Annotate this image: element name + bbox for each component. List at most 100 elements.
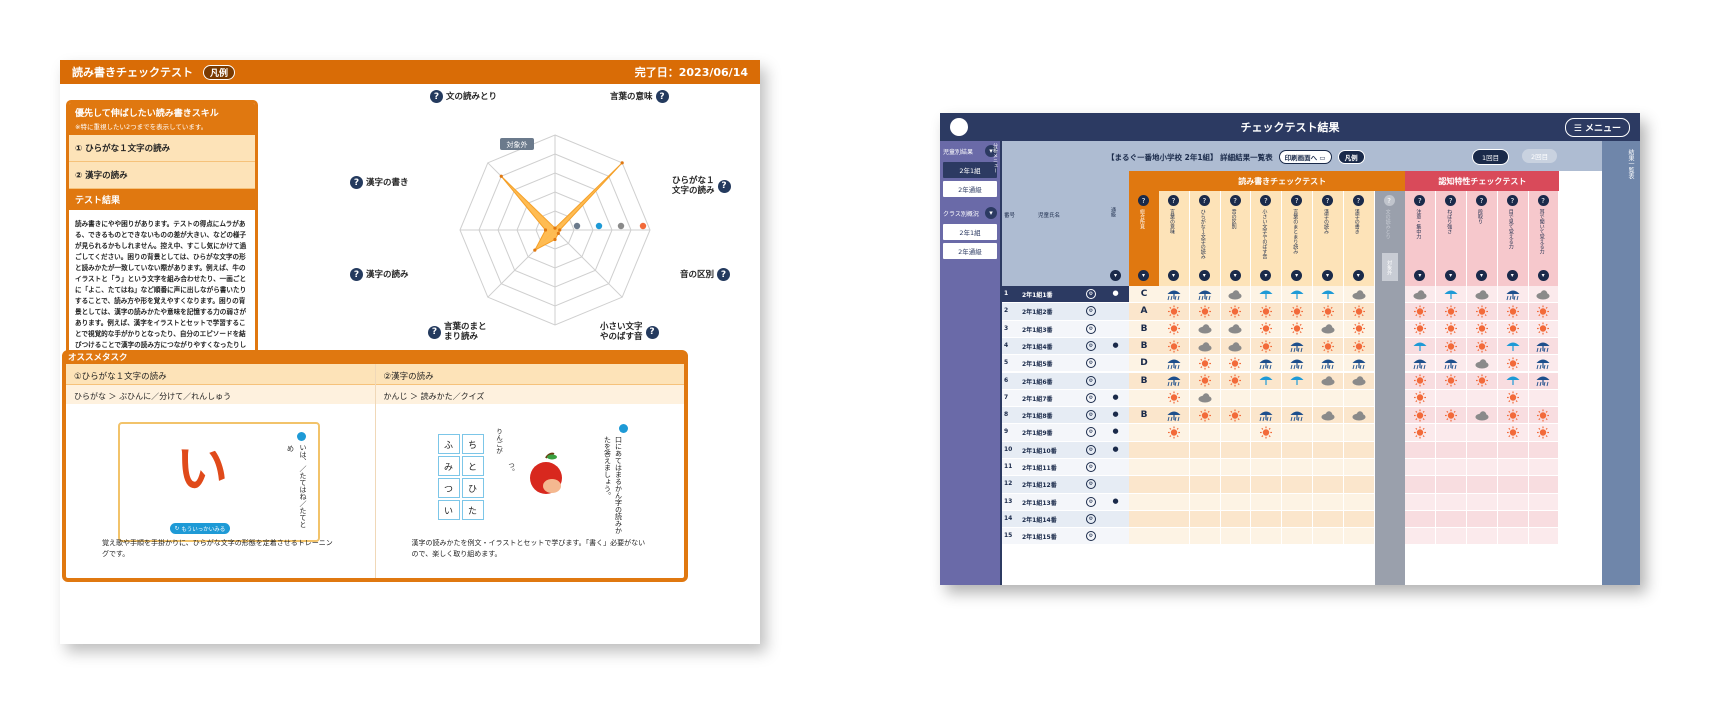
settings-gear-icon[interactable]: ⚙ [1086,323,1096,334]
result-cell[interactable] [1251,476,1283,494]
result-cell[interactable] [1528,407,1560,425]
result-cell[interactable] [1313,493,1344,511]
radar-axis-label[interactable]: ? 文の読みとり [430,90,497,103]
sidebar-item-tsukyu[interactable]: 2年通級 [943,181,997,197]
result-cell[interactable] [1497,476,1529,494]
result-cell[interactable] [1282,528,1313,546]
result-cell[interactable] [1189,320,1221,338]
help-icon[interactable]: ? [1476,195,1487,206]
result-cell[interactable] [1436,355,1467,373]
result-cell[interactable] [1343,441,1375,459]
session-2-button[interactable]: 2回目 [1522,149,1558,163]
result-cell[interactable] [1467,424,1498,442]
result-cell[interactable] [1343,459,1375,477]
result-cell[interactable] [1189,389,1221,408]
result-cell[interactable] [1251,320,1283,338]
result-cell[interactable] [1343,355,1375,373]
result-cell[interactable] [1405,459,1437,477]
result-cell[interactable] [1436,459,1467,477]
chevron-down-icon[interactable]: ▾ [1537,270,1549,281]
radar-axis-label[interactable]: ひらがな１ 文字の読み? [672,176,731,196]
radar-axis-label[interactable]: 言葉の意味? [610,90,669,103]
result-cell[interactable] [1343,286,1375,304]
result-cell[interactable] [1436,389,1467,408]
chevron-down-icon[interactable]: ▾ [1414,270,1426,281]
result-cell[interactable] [1159,389,1190,408]
result-cell[interactable] [1282,441,1313,459]
result-cell[interactable] [1251,493,1283,511]
col-header-rw[interactable]: ? 漢字の書き ▾ [1343,191,1375,286]
result-cell[interactable] [1343,372,1375,390]
result-cell[interactable] [1220,407,1252,425]
col-header-rw[interactable]: ? 漢字の読み ▾ [1313,191,1344,286]
result-cell[interactable] [1251,424,1283,442]
result-cell[interactable] [1251,459,1283,477]
result-cell[interactable] [1189,407,1221,425]
result-cell[interactable] [1189,355,1221,373]
print-button[interactable]: 印刷画面へ ▭ [1278,150,1332,164]
result-cell[interactable] [1159,372,1190,390]
col-header-rw[interactable]: ? 小さい文字やのばす音 ▾ [1251,191,1283,286]
settings-gear-icon[interactable]: ⚙ [1086,358,1096,369]
result-cell[interactable] [1159,320,1190,338]
result-cell[interactable] [1497,424,1529,442]
result-cell[interactable] [1189,337,1221,356]
result-cell[interactable] [1436,303,1467,321]
help-icon[interactable]: ? [1445,195,1457,206]
result-cell[interactable] [1497,286,1529,304]
result-cell[interactable] [1528,303,1560,321]
result-cell[interactable] [1528,372,1560,390]
result-cell[interactable] [1282,337,1313,356]
table-row[interactable]: 5 2年1組5番 ⚙ [1002,355,1129,373]
result-cell[interactable] [1467,286,1498,304]
settings-gear-icon[interactable]: ⚙ [1086,462,1096,472]
col-header-cog[interactable]: ? 注意・集中力 ▾ [1405,191,1437,286]
table-row[interactable]: 14 2年1組14番 ⚙ [1002,510,1129,529]
result-cell[interactable] [1282,320,1313,338]
result-cell[interactable] [1282,389,1313,408]
sidebar-item-class1-overview[interactable]: 2年1組 [943,224,997,240]
result-cell[interactable] [1189,286,1221,304]
result-cell[interactable] [1282,493,1313,511]
result-cell[interactable] [1467,355,1498,373]
result-cell[interactable] [1282,355,1313,373]
result-cell[interactable] [1313,424,1344,442]
chevron-down-icon[interactable]: ▾ [1352,270,1364,281]
kana-cell[interactable]: つ [437,478,460,498]
sidebar-group-class[interactable]: クラス別概況 ▾ [940,203,1000,221]
settings-gear-icon[interactable]: ⚙ [1086,340,1096,351]
result-cell[interactable] [1467,337,1498,356]
result-cell[interactable] [1528,493,1560,511]
col-header-rw[interactable]: ? ひらがな１文字の読み ▾ [1189,191,1221,286]
radar-axis-label[interactable]: 音の区別? [680,268,731,281]
help-icon[interactable]: ? [655,90,669,103]
result-cell[interactable] [1220,320,1252,338]
result-cell[interactable] [1467,528,1498,546]
result-cell[interactable] [1313,528,1344,546]
result-cell[interactable] [1159,493,1190,511]
help-icon[interactable]: ? [1537,195,1549,206]
result-cell[interactable] [1405,424,1437,442]
result-cell[interactable] [1189,528,1221,546]
help-icon[interactable]: ? [717,179,731,193]
result-cell[interactable] [1251,372,1283,390]
chevron-down-icon[interactable]: ▾ [1110,270,1121,281]
help-icon[interactable]: ? [350,268,363,281]
table-row[interactable]: 3 2年1組3番 ⚙ [1002,320,1129,338]
result-cell[interactable] [1220,510,1252,529]
result-cell[interactable] [1189,493,1221,511]
sidebar-group-student[interactable]: 児童別結果 ▾ [940,141,1000,159]
result-cell[interactable] [1159,476,1190,494]
result-cell[interactable] [1313,286,1344,304]
replay-button[interactable]: ↻ もういっかいみる [170,523,230,534]
chevron-down-icon[interactable]: ▾ [1198,270,1210,281]
result-cell[interactable] [1282,459,1313,477]
result-cell[interactable] [1220,286,1252,304]
result-cell[interactable] [1220,372,1252,390]
task-card-hiragana[interactable]: い め いは、／たてはね／たてと ↻ もういっかいみる [118,422,320,542]
radar-axis-label[interactable]: ? 漢字の書き [350,176,409,189]
help-icon[interactable]: ? [717,268,731,281]
result-cell[interactable] [1405,337,1437,356]
result-cell[interactable] [1497,493,1529,511]
legend-button[interactable]: 凡例 [1337,150,1365,164]
